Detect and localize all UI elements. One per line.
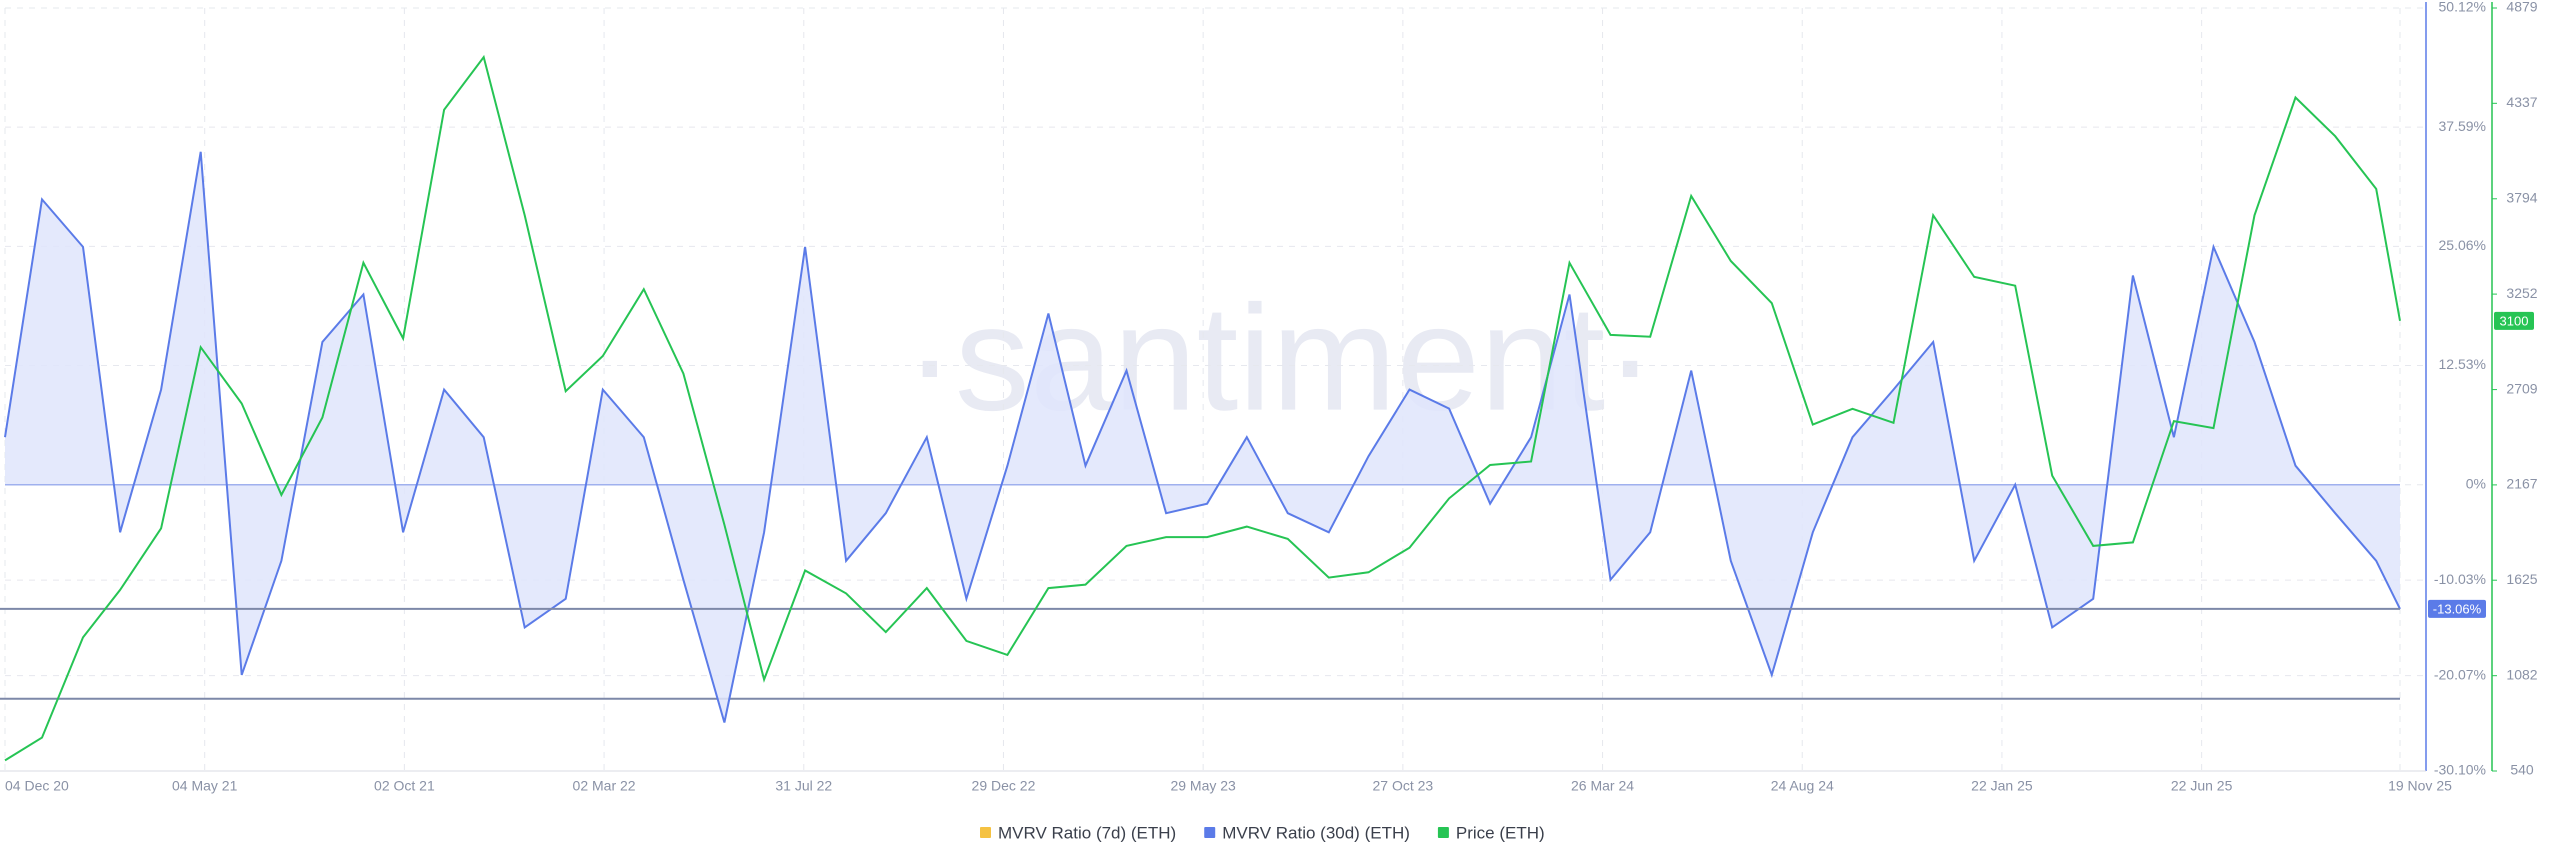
- x-tick-label: 22 Jun 25: [2171, 778, 2233, 794]
- y-tick-label: 37.59%: [2439, 118, 2486, 134]
- y-tick-label: 12.53%: [2439, 356, 2486, 372]
- legend-swatch: [1437, 827, 1449, 838]
- x-tick-label: 24 Aug 24: [1771, 778, 1834, 794]
- y2-tick-label: 4879: [2506, 0, 2537, 15]
- x-tick-label: 04 Dec 20: [5, 778, 69, 794]
- y-tick-label: 50.12%: [2439, 0, 2486, 15]
- x-tick-label: 31 Jul 22: [775, 778, 832, 794]
- y2-tick-label: 2709: [2506, 380, 2537, 396]
- legend-label: Price (ETH): [1456, 823, 1545, 842]
- legend-label: MVRV Ratio (30d) (ETH): [1222, 823, 1410, 842]
- y2-tick-label: 2167: [2506, 476, 2537, 492]
- y-tick-label: -10.03%: [2434, 571, 2486, 587]
- x-tick-label: 27 Oct 23: [1373, 778, 1434, 794]
- value-badge: [2428, 599, 2486, 618]
- x-tick-label: 02 Oct 21: [374, 778, 435, 794]
- value-badge: [2494, 311, 2534, 330]
- line: [4, 54, 2401, 762]
- y-tick-label: -20.07%: [2434, 666, 2486, 682]
- x-tick-label: 26 Mar 24: [1571, 778, 1634, 794]
- legend-label: MVRV Ratio (7d) (ETH): [998, 823, 1176, 842]
- y-tick-label: 0%: [2466, 475, 2486, 491]
- y-tick-label: 25.06%: [2439, 237, 2486, 253]
- x-tick-label: 04 May 21: [172, 778, 238, 794]
- y2-tick-label: 1625: [2506, 571, 2537, 587]
- y2-tick-label: 3252: [2506, 285, 2537, 301]
- x-tick-label: 29 Dec 22: [972, 778, 1036, 794]
- x-tick-label: 29 May 23: [1170, 778, 1236, 794]
- y2-tick-label: 3794: [2506, 189, 2537, 205]
- x-tick-label: 19 Nov 25: [2388, 778, 2452, 794]
- legend: MVRV Ratio (7d) (ETH) MVRV Ratio (30d) (E…: [980, 823, 1545, 842]
- y2-tick-label: 4337: [2506, 94, 2537, 110]
- value-badge-label: -13.06%: [2433, 601, 2482, 616]
- y2-tick-label: 540: [2510, 762, 2534, 778]
- y2-tick-label: 1082: [2506, 666, 2537, 682]
- x-tick-label: 22 Jan 25: [1971, 778, 2033, 794]
- x-tick-label: 02 Mar 22: [573, 778, 636, 794]
- legend-swatch: [1204, 827, 1216, 838]
- legend-swatch: [980, 827, 991, 838]
- y-tick-label: -30.10%: [2434, 762, 2486, 778]
- line: [4, 151, 2401, 723]
- value-badge-label: 3100: [2500, 313, 2529, 328]
